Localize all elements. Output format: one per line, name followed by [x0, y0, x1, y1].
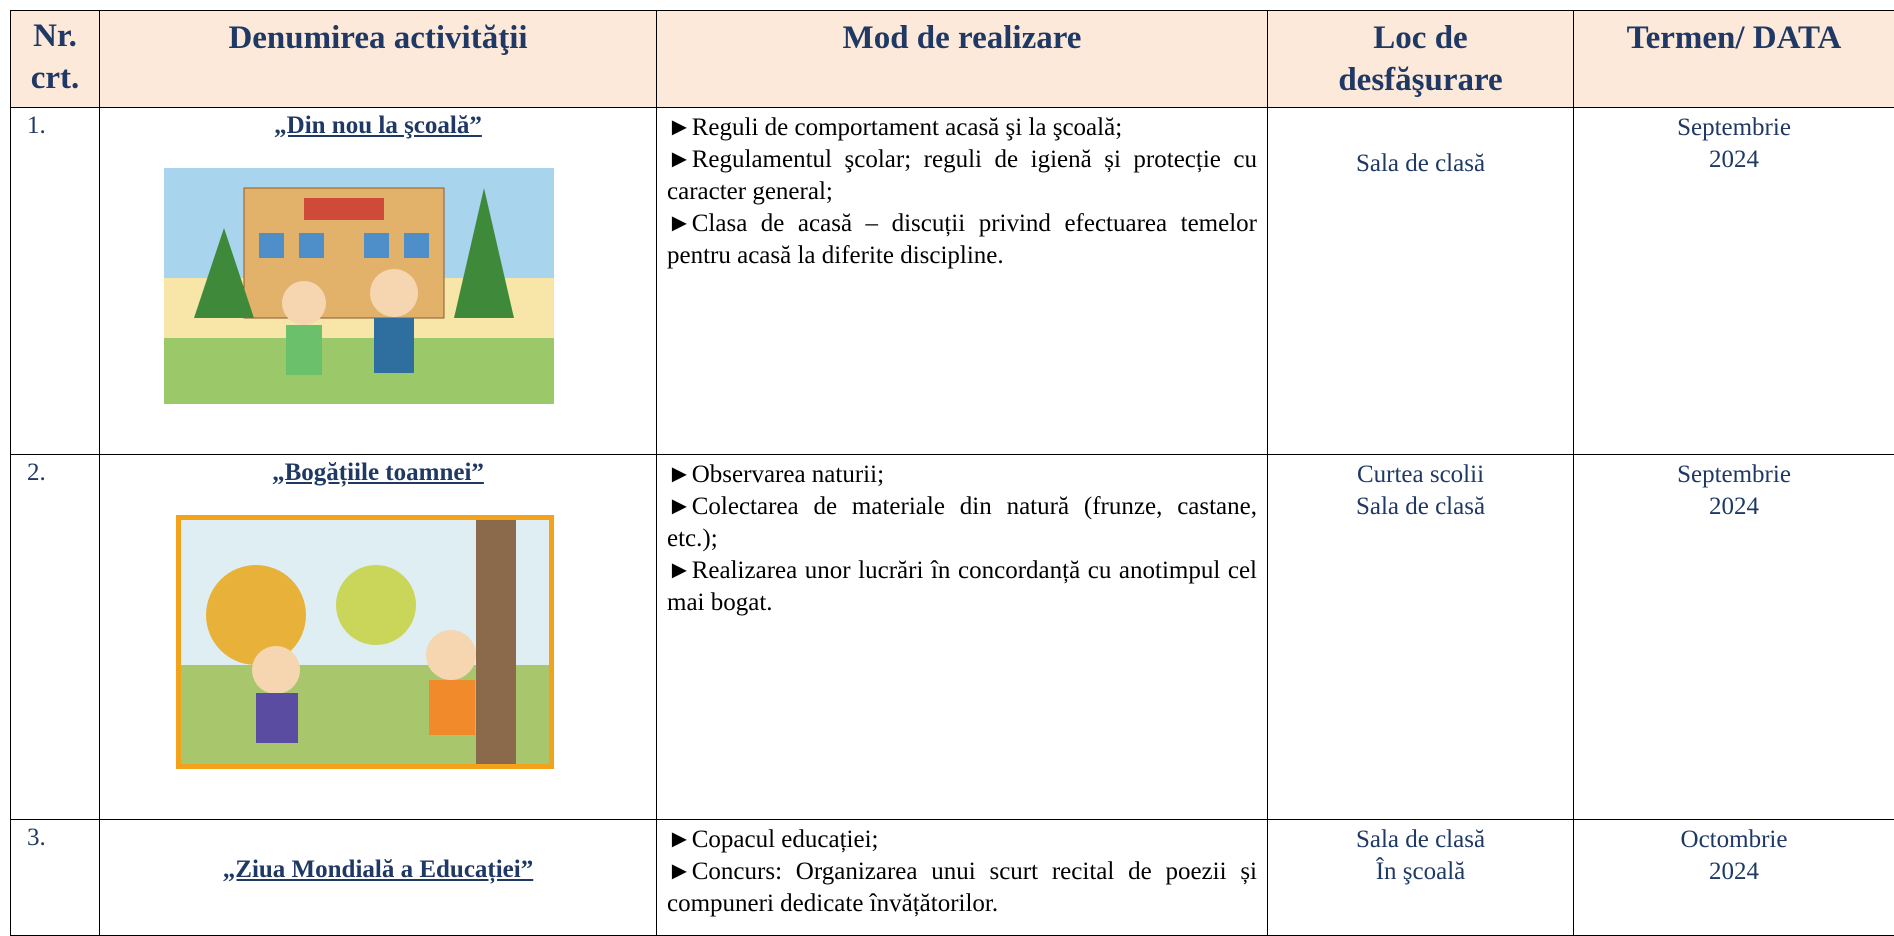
header-cell: Nr. crt.: [11, 11, 100, 108]
place-cell: Sala de clasă: [1268, 108, 1574, 455]
title-cell: „Din nou la şcoală”: [100, 108, 657, 455]
title-cell: „Ziua Mondială a Educației”: [100, 820, 657, 936]
place: Sala de clasă: [1278, 491, 1563, 523]
row: 1. „Din nou la şcoală” ►Reguli de compor…: [11, 108, 1894, 455]
header-cell: Loc de desfăşurare: [1268, 11, 1574, 108]
item: ►Regulamentul şcolar; reguli de igienă ș…: [667, 144, 1257, 208]
row: 2. „Bogățiile toamnei” ►Observarea natur…: [11, 455, 1894, 820]
nr: 3.: [11, 820, 100, 936]
item: ►Colectarea de materiale din natură (fru…: [667, 491, 1257, 555]
illustration: [176, 515, 554, 769]
title: „Din nou la şcoală”: [110, 112, 646, 140]
place: Curtea scolii: [1278, 459, 1563, 491]
activities-table: Nr. crt. Denumirea activităţii Mod de re…: [10, 10, 1894, 936]
illustration: [164, 168, 554, 404]
item: ►Copacul educației;: [667, 824, 1257, 856]
date: 2024: [1584, 491, 1884, 523]
mode-cell: ►Reguli de comportament acasă şi la şcoa…: [657, 108, 1268, 455]
date: Septembrie: [1584, 112, 1884, 144]
header-row: Nr. crt. Denumirea activităţii Mod de re…: [11, 11, 1894, 108]
item: ►Realizarea unor lucrări în concordanță …: [667, 555, 1257, 619]
date: 2024: [1584, 856, 1884, 888]
item: ►Clasa de acasă – discuții privind efect…: [667, 208, 1257, 272]
mode-cell: ►Observarea naturii; ►Colectarea de mate…: [657, 455, 1268, 820]
date: Octombrie: [1584, 824, 1884, 856]
date: 2024: [1584, 144, 1884, 176]
nr: 2.: [11, 455, 100, 820]
row: 3. „Ziua Mondială a Educației” ►Copacul …: [11, 820, 1894, 936]
header-cell: Mod de realizare: [657, 11, 1268, 108]
item: ►Concurs: Organizarea unui scurt recital…: [667, 856, 1257, 920]
title: „Bogățiile toamnei”: [110, 459, 646, 487]
title: „Ziua Mondială a Educației”: [110, 856, 646, 884]
date: Septembrie: [1584, 459, 1884, 491]
mode-cell: ►Copacul educației; ►Concurs: Organizare…: [657, 820, 1268, 936]
place: Sala de clasă: [1278, 824, 1563, 856]
place: În şcoală: [1278, 856, 1563, 888]
title-cell: „Bogățiile toamnei”: [100, 455, 657, 820]
nr: 1.: [11, 108, 100, 455]
item: ►Observarea naturii;: [667, 459, 1257, 491]
header-cell: Denumirea activităţii: [100, 11, 657, 108]
header-cell: Termen/ DATA: [1574, 11, 1894, 108]
place: Sala de clasă: [1278, 148, 1563, 180]
item: ►Reguli de comportament acasă şi la şcoa…: [667, 112, 1257, 144]
